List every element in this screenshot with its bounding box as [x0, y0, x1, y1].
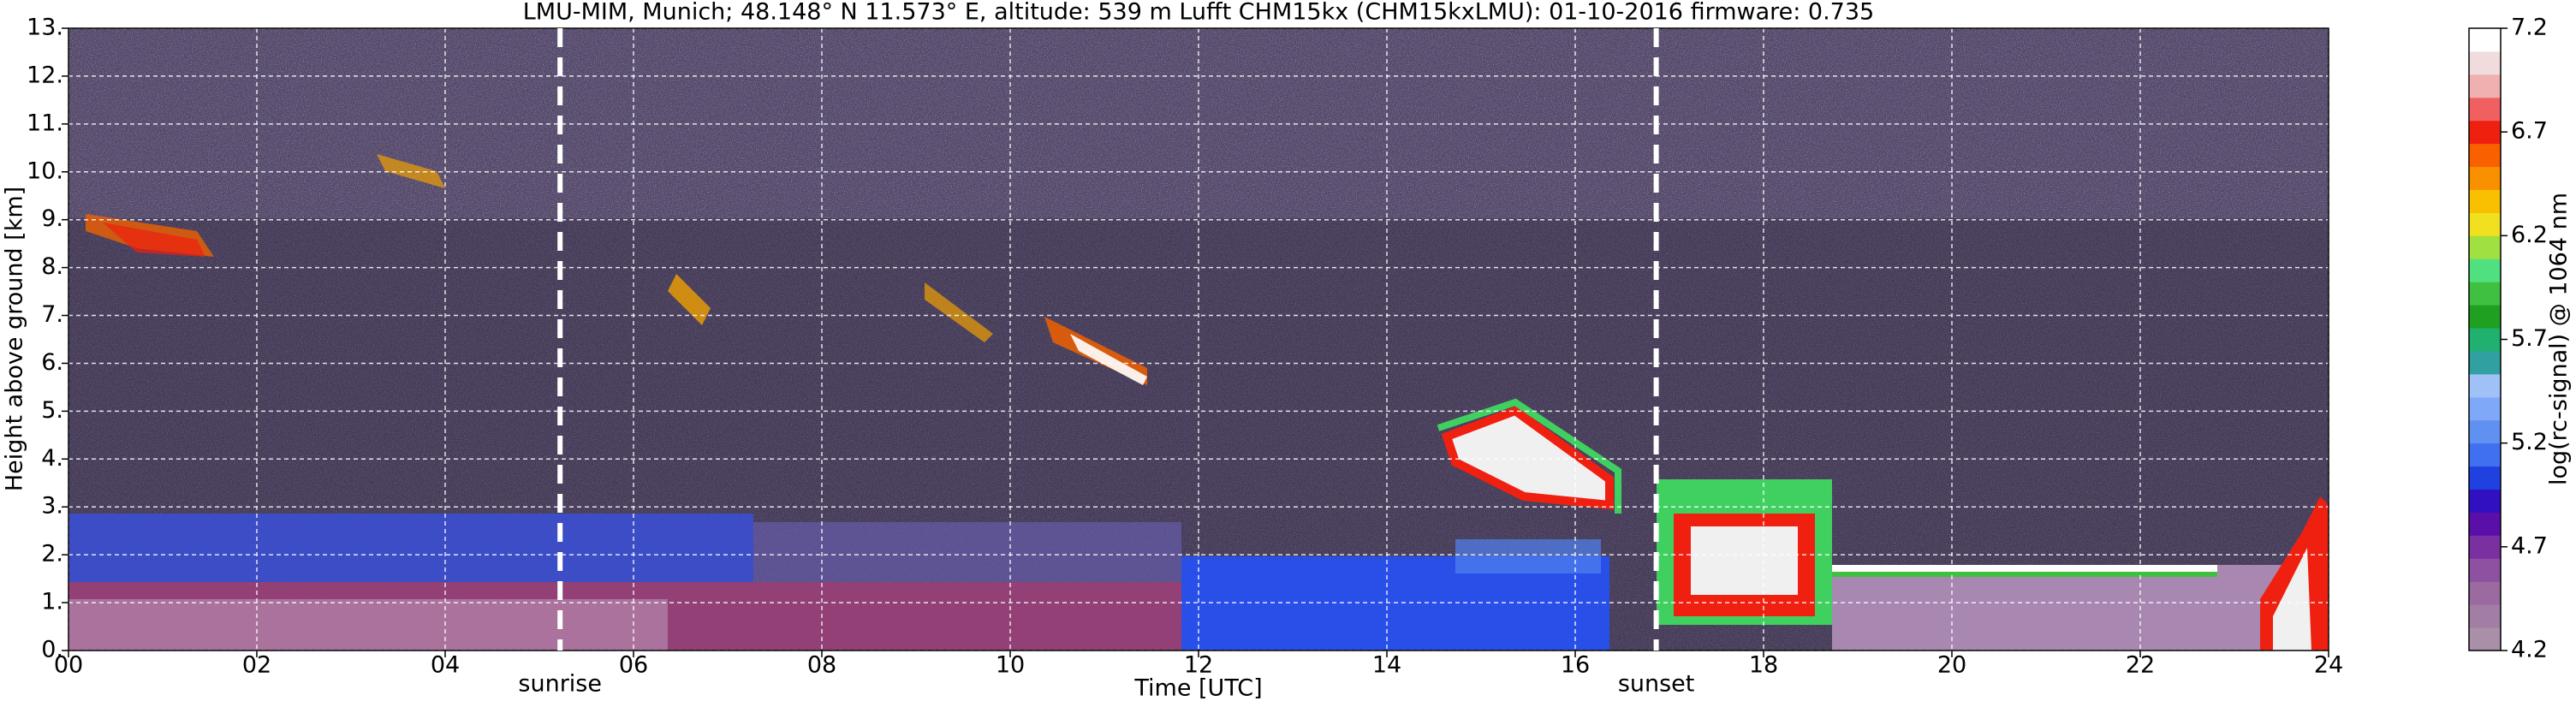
colorbar-swatch [2469, 419, 2501, 444]
colorbar-swatch [2469, 350, 2501, 375]
y-tick-label: 2. [41, 541, 63, 567]
colorbar-tick-label: 7.2 [2511, 15, 2548, 41]
x-tick-label: 02 [242, 652, 271, 679]
x-tick-label: 10 [996, 652, 1025, 679]
y-tick-label: 4. [41, 445, 63, 472]
colorbar-tick-label: 4.2 [2511, 637, 2548, 663]
colorbar-swatch [2469, 535, 2501, 559]
x-tick-label: 04 [431, 652, 460, 679]
x-tick-label: 08 [807, 652, 836, 679]
x-tick-label: 22 [2126, 652, 2155, 679]
x-tick-label: 24 [2314, 652, 2343, 679]
y-tick-label: 1. [41, 589, 63, 615]
colorbar-swatch [2469, 74, 2501, 98]
colorbar-swatch [2469, 189, 2501, 213]
colorbar-swatch [2469, 512, 2501, 536]
colorbar-swatch [2469, 604, 2501, 628]
y-tick-label: 11. [27, 110, 63, 136]
colorbar-swatch [2469, 258, 2501, 282]
colorbar-swatch [2469, 28, 2501, 52]
plot-frame [68, 27, 2329, 651]
colorbar-label: log(rc-signal) @ 1064 nm [2546, 193, 2573, 485]
y-tick-label: 10. [27, 157, 63, 184]
annotation-label: sunrise [518, 671, 602, 698]
y-tick-label: 0. [41, 637, 63, 663]
y-tick-label: 9. [41, 205, 63, 232]
colorbar-swatch [2469, 235, 2501, 259]
colorbar-swatch [2469, 143, 2501, 168]
y-tick-label: 12. [27, 62, 63, 88]
colorbar-swatch [2469, 627, 2501, 651]
colorbar-tick-label: 6.7 [2511, 118, 2548, 145]
colorbar-swatch [2469, 581, 2501, 605]
y-tick-label: 3. [41, 493, 63, 520]
x-tick-label: 12 [1184, 652, 1213, 679]
y-tick-label: 5. [41, 397, 63, 424]
x-tick-label: 00 [54, 652, 83, 679]
colorbar-swatch [2469, 466, 2501, 490]
y-tick-label: 7. [41, 301, 63, 328]
x-axis-label: Time [UTC] [1133, 675, 1262, 702]
chart-title: LMU-MIM, Munich; 48.148° N 11.573° E, al… [523, 0, 1874, 26]
x-tick-label: 06 [619, 652, 648, 679]
y-axis-label: Height above ground [km] [2, 187, 28, 491]
colorbar-swatch [2469, 97, 2501, 122]
colorbar-tick-label: 4.7 [2511, 532, 2548, 559]
colorbar-swatch [2469, 443, 2501, 467]
colorbar-tick-label: 5.7 [2511, 325, 2548, 352]
x-tick-label: 20 [1937, 652, 1966, 679]
colorbar-swatch [2469, 282, 2501, 306]
colorbar-swatch [2469, 558, 2501, 582]
colorbar-swatch [2469, 328, 2501, 352]
colorbar-tick-label: 6.2 [2511, 222, 2548, 248]
colorbar-swatch [2469, 166, 2501, 190]
y-tick-label: 8. [41, 253, 63, 280]
axes: 00 02 04 06 08 10 12 14 16 18 20 22 24 0. 1. 2. 3. 4. 5. 6.… [27, 15, 2343, 679]
colorbar-swatch [2469, 212, 2501, 236]
colorbar-swatch [2469, 305, 2501, 329]
colorbar-swatch [2469, 120, 2501, 145]
y-tick-label: 13. [27, 15, 63, 41]
x-tick-label: 16 [1561, 652, 1590, 679]
colorbar-swatch [2469, 396, 2501, 421]
colorbar: 4.2 4.7 5.2 5.7 6.2 6.7 7.2 [2468, 15, 2548, 663]
annotation-label: sunset [1618, 671, 1695, 698]
colorbar-swatch [2469, 50, 2501, 75]
x-tick-label: 14 [1372, 652, 1401, 679]
colorbar-tick-label: 5.2 [2511, 429, 2548, 455]
y-tick-label: 6. [41, 349, 63, 376]
colorbar-swatch [2469, 373, 2501, 398]
colorbar-swatch [2469, 489, 2501, 513]
x-tick-label: 18 [1749, 652, 1778, 679]
